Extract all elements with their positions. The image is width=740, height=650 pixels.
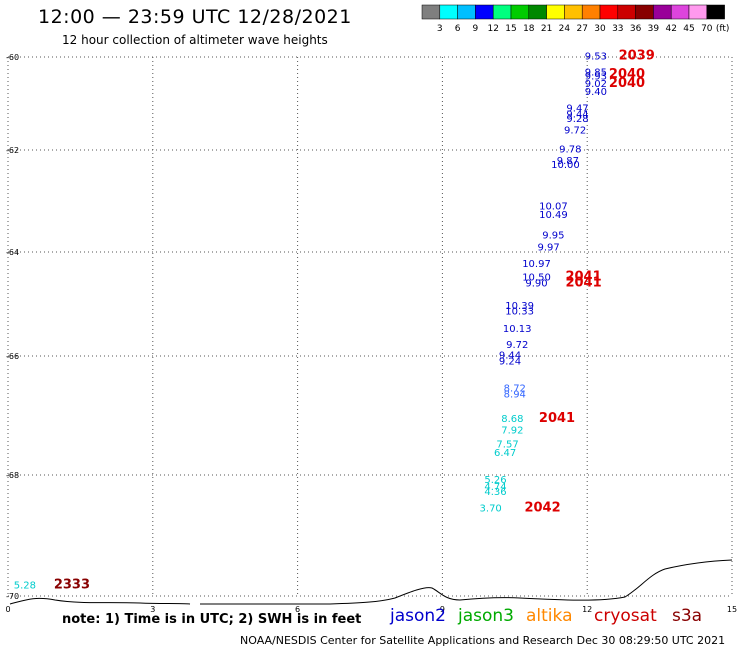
wave-height-value: 10.00 — [551, 160, 580, 171]
wave-height-value: 6.47 — [494, 448, 516, 459]
page-title: 12:00 — 23:59 UTC 12/28/2021 — [38, 6, 352, 28]
legend-altika: altika — [526, 606, 573, 626]
coastline-path — [9, 559, 733, 605]
wave-height-value: 10.39 — [505, 301, 534, 312]
wave-height-value: 10.49 — [539, 210, 568, 221]
lon-tick-label: 3 — [150, 605, 155, 614]
wave-height-value: 9.87 — [557, 156, 579, 167]
scale-swatch — [706, 4, 725, 20]
wave-height-value: 9.24 — [499, 356, 521, 367]
wave-height-value: 8.68 — [501, 414, 523, 425]
legend-jason2: jason2 — [390, 606, 446, 626]
wave-height-value: 9.85 — [585, 68, 607, 79]
lat-tick-label: -62 — [6, 146, 19, 155]
lat-tick-label: -68 — [6, 471, 19, 480]
scale-tick-label: 27 — [576, 24, 587, 34]
wave-height-value: 9.44 — [566, 109, 588, 120]
wave-height-value: 9.95 — [542, 231, 564, 242]
wave-height-value: 4.36 — [484, 487, 506, 498]
wave-height-value: 9.97 — [537, 242, 559, 253]
scale-tick-label: 39 — [648, 24, 660, 34]
wave-height-value: 8.72 — [504, 384, 526, 395]
scale-tick-label: 18 — [523, 24, 535, 34]
wave-height-value: 7.57 — [496, 440, 518, 451]
scale-tick-label: 36 — [630, 24, 642, 34]
scale-tick-label: 3 — [437, 24, 443, 34]
wave-height-value: 9.28 — [566, 114, 588, 125]
lat-tick-label: -70 — [6, 592, 19, 601]
wave-height-value: 10.13 — [503, 324, 532, 335]
wave-height-value: 9.90 — [525, 278, 547, 289]
orbit-number: 2039 — [619, 48, 655, 63]
wave-height-value: 9.53 — [585, 51, 607, 62]
lat-tick-label: -60 — [6, 53, 19, 62]
scale-tick-label: 12 — [487, 24, 498, 34]
scale-tick-label: 15 — [505, 24, 516, 34]
wave-height-value: 9.40 — [585, 87, 607, 98]
orbit-number: 2040 — [609, 76, 645, 91]
lat-tick-label: -66 — [6, 352, 19, 361]
wave-height-value: 4.74 — [484, 482, 506, 493]
wave-height-value: 10.33 — [505, 306, 534, 317]
lon-tick-label: 9 — [440, 605, 445, 614]
scale-unit-label: (ft) — [716, 24, 730, 34]
wave-height-value: 8.94 — [504, 390, 526, 401]
orbit-number: 2333 — [54, 578, 90, 593]
wave-height-value: 10.97 — [522, 259, 551, 270]
orbit-number: 2041 — [565, 275, 601, 290]
wave-height-value: 3.70 — [480, 503, 502, 514]
wave-height-value: 9.72 — [564, 125, 586, 136]
wave-height-value: 9.72 — [506, 340, 528, 351]
color-scale-bar: 3 6 9 12 15 18 21 24 27 30 33 36 39 42 45 70 (ft) — [421, 4, 730, 34]
orbit-number: 2041 — [539, 411, 575, 426]
wave-height-value: 10.50 — [522, 273, 551, 284]
map-grid — [7, 56, 733, 597]
lon-tick-label: 12 — [582, 605, 592, 614]
scale-tick-label: 70 — [701, 24, 713, 34]
units-note: note: 1) Time is in UTC; 2) SWH is in fe… — [62, 612, 362, 627]
scale-tick-label: 42 — [665, 24, 676, 34]
scale-tick-label: 9 — [473, 24, 479, 34]
wave-height-value: 9.44 — [499, 350, 521, 361]
wave-height-value: 9.02 — [585, 79, 607, 90]
orbit-number: 2041 — [565, 270, 601, 285]
orbit-number: 2042 — [524, 500, 560, 515]
lat-tick-label: -64 — [6, 248, 19, 257]
wave-height-value: 9.78 — [559, 145, 581, 156]
footer-credit: NOAA/NESDIS Center for Satellite Applica… — [240, 634, 726, 647]
wave-height-value: 5.28 — [14, 581, 36, 592]
legend-cryosat: cryosat — [594, 606, 657, 626]
legend-s3a: s3a — [672, 606, 703, 626]
legend-jason3: jason3 — [458, 606, 514, 626]
wave-height-value: 5.26 — [484, 475, 506, 486]
axis-ticks: -60 -62 -64 -66 -68 -70 0 3 6 9 12 15 — [5, 53, 737, 614]
orbit-number: 2040 — [609, 67, 645, 82]
lon-tick-label: 15 — [727, 605, 737, 614]
scale-tick-label: 6 — [455, 24, 461, 34]
scale-tick-label: 45 — [683, 24, 694, 34]
page-subtitle: 12 hour collection of altimeter wave hei… — [62, 33, 328, 47]
scale-tick-label: 21 — [541, 24, 552, 34]
wave-height-value: 7.92 — [501, 425, 523, 436]
scale-tick-label: 33 — [612, 24, 623, 34]
lon-tick-label: 0 — [5, 605, 10, 614]
lon-tick-label: 6 — [295, 605, 300, 614]
wave-height-labels: 9.539.859.939.029.409.479.449.289.729.78… — [14, 51, 607, 591]
wave-height-value: 9.47 — [566, 103, 588, 114]
wave-height-value: 9.93 — [585, 71, 607, 82]
scale-tick-label: 30 — [594, 24, 606, 34]
coastline — [9, 559, 733, 605]
wave-height-value: 10.07 — [539, 202, 568, 213]
scale-tick-label: 24 — [559, 24, 571, 34]
